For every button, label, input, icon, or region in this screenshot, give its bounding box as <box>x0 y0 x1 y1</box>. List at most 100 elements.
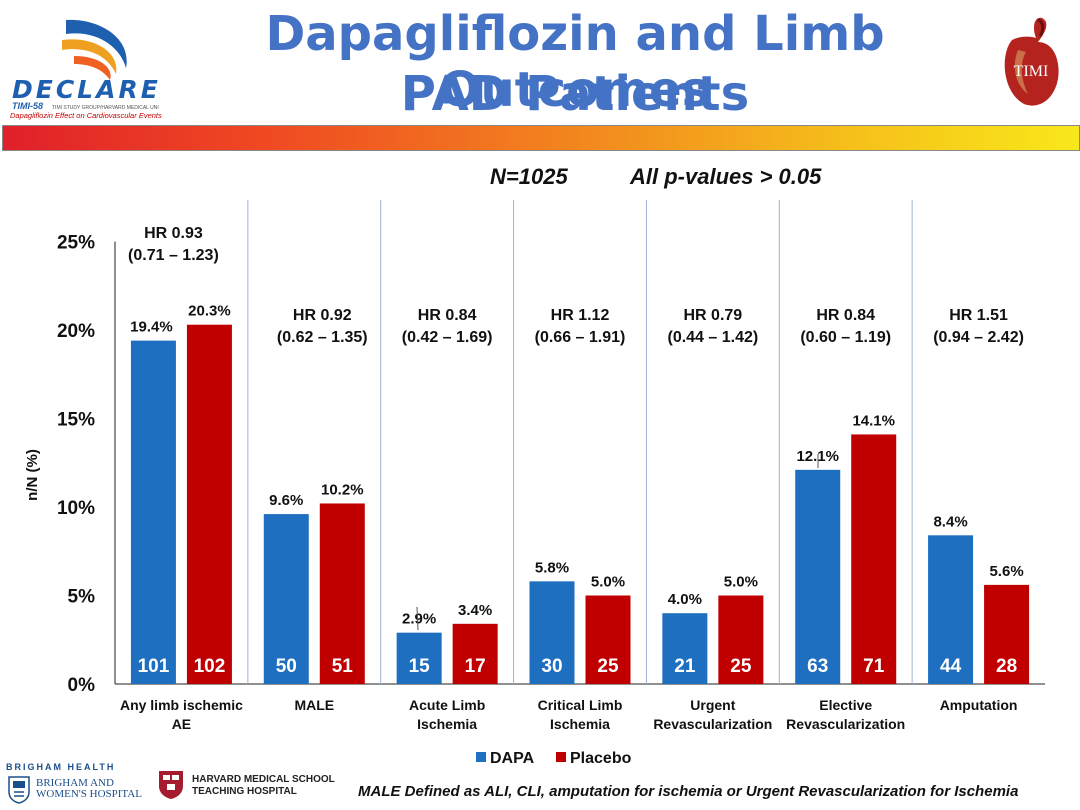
data-label: 10.2% <box>321 481 364 498</box>
legend-swatch-placebo <box>556 752 566 762</box>
harvard-logo: HARVARD MEDICAL SCHOOL TEACHING HOSPITAL <box>158 770 335 804</box>
confidence-interval: (0.62 – 1.35) <box>277 329 368 346</box>
data-label: 5.8% <box>535 559 569 576</box>
page-subtitle: PAD Patients <box>400 66 750 122</box>
data-label: 9.6% <box>269 492 303 509</box>
brigham-name-1: BRIGHAM AND <box>36 777 114 789</box>
brigham-shield-icon <box>8 776 30 804</box>
y-tick-label: 0% <box>68 675 96 696</box>
declare-small: TIMI STUDY GROUP/HARVARD MEDICAL UNI <box>52 105 159 111</box>
timi-word: TIMI <box>1014 63 1049 80</box>
x-category-label: Revascularization <box>653 716 772 732</box>
bar-dapa <box>263 514 309 684</box>
x-category-label: Revascularization <box>786 716 905 732</box>
count-label: 21 <box>674 656 696 677</box>
page-title: Dapagliflozin and Limb Outcomes <box>265 6 885 118</box>
x-category-label: Urgent <box>690 697 735 713</box>
bar-placebo <box>984 584 1030 684</box>
data-label: 3.4% <box>458 602 492 619</box>
x-category-label: Any limb ischemic <box>120 697 243 713</box>
hazard-ratio: HR 0.92 <box>293 307 352 324</box>
x-category-label: Critical Limb <box>538 697 623 713</box>
bar-dapa <box>529 581 575 684</box>
legend-label-dapa: DAPA <box>490 750 535 767</box>
harvard-shield-icon <box>159 771 183 799</box>
x-category-label: AE <box>172 716 191 732</box>
bar-placebo <box>718 595 764 684</box>
bar-placebo <box>186 324 232 684</box>
hazard-ratio: HR 0.84 <box>418 307 477 324</box>
label-leader-line <box>416 606 419 631</box>
bar-dapa <box>795 469 841 684</box>
legend-label-placebo: Placebo <box>570 750 632 767</box>
harvard-line-2: TEACHING HOSPITAL <box>192 786 297 797</box>
declare-word: DECLARE <box>12 75 161 104</box>
p-value-note: All p-values > 0.05 <box>630 164 822 189</box>
x-category-label: MALE <box>294 697 334 713</box>
timi-logo: TIMI <box>998 14 1064 114</box>
bar-placebo <box>452 623 498 684</box>
x-category-label: Acute Limb <box>409 697 485 713</box>
data-label: 8.4% <box>933 513 967 530</box>
count-label: 63 <box>807 656 828 677</box>
hazard-ratio: HR 0.84 <box>816 307 875 324</box>
confidence-interval: (0.44 – 1.42) <box>667 329 758 346</box>
data-label: 4.0% <box>668 591 702 608</box>
declare-sub: TIMI-58 <box>12 101 43 111</box>
hazard-ratio: HR 1.12 <box>551 307 610 324</box>
brigham-brand: BRIGHAM HEALTH <box>6 762 116 772</box>
y-tick-label: 10% <box>57 498 95 519</box>
harvard-line-1: HARVARD MEDICAL SCHOOL <box>192 774 335 785</box>
y-tick-label: 20% <box>57 321 95 342</box>
brigham-name-2: WOMEN'S HOSPITAL <box>36 788 142 800</box>
count-label: 15 <box>409 656 431 677</box>
y-tick-label: 5% <box>68 587 96 608</box>
bar-dapa <box>662 613 708 684</box>
x-category-label: Ischemia <box>550 716 610 732</box>
declare-swoosh-icon: DECLARE TIMI-58 TIMI STUDY GROUP/HARVARD… <box>10 19 162 120</box>
bar-dapa <box>928 535 974 684</box>
count-label: 44 <box>940 656 962 677</box>
count-label: 28 <box>996 656 1017 677</box>
count-label: 50 <box>276 656 297 677</box>
declare-tagline: Dapagliflozin Effect on Cardiovascular E… <box>10 111 162 120</box>
timi-emblem-icon: TIMI <box>1004 17 1059 106</box>
data-label: 14.1% <box>852 412 895 429</box>
bar-dapa <box>396 632 442 684</box>
count-label: 71 <box>863 656 885 677</box>
male-definition-note: MALE Defined as ALI, CLI, amputation for… <box>358 783 1019 800</box>
data-label: 5.6% <box>989 563 1023 580</box>
x-category-label: Elective <box>819 697 872 713</box>
data-label: 19.4% <box>130 319 173 336</box>
y-tick-label: 15% <box>57 410 95 431</box>
count-label: 25 <box>597 656 619 677</box>
bar-placebo <box>851 434 897 684</box>
count-label: 17 <box>465 656 486 677</box>
sample-size-label: N=1025 <box>490 164 568 189</box>
hazard-ratio: HR 0.93 <box>144 225 203 242</box>
count-label: 102 <box>194 656 226 677</box>
declare-logo: DECLARE TIMI-58 TIMI STUDY GROUP/HARVARD… <box>4 16 174 120</box>
x-category-label: Ischemia <box>417 716 477 732</box>
data-label: 2.9% <box>402 611 436 628</box>
count-label: 51 <box>332 656 354 677</box>
count-label: 25 <box>730 656 752 677</box>
y-axis-label: n/N (%) <box>24 449 41 501</box>
bar-dapa <box>130 340 176 684</box>
data-label: 5.0% <box>724 574 758 591</box>
confidence-interval: (0.71 – 1.23) <box>128 247 219 264</box>
x-category-label: Amputation <box>940 697 1018 713</box>
confidence-interval: (0.60 – 1.19) <box>800 329 891 346</box>
bar-placebo <box>585 595 631 684</box>
count-label: 101 <box>138 656 170 677</box>
hazard-ratio: HR 0.79 <box>684 307 743 324</box>
data-label: 5.0% <box>591 574 625 591</box>
confidence-interval: (0.42 – 1.69) <box>402 329 493 346</box>
legend-swatch-dapa <box>476 752 486 762</box>
count-label: 30 <box>541 656 562 677</box>
hazard-ratio: HR 1.51 <box>949 307 1008 324</box>
y-tick-label: 25% <box>57 233 95 254</box>
confidence-interval: (0.94 – 2.42) <box>933 329 1024 346</box>
brigham-logo: BRIGHAM HEALTH BRIGHAM AND WOMEN'S HOSPI… <box>6 762 156 808</box>
